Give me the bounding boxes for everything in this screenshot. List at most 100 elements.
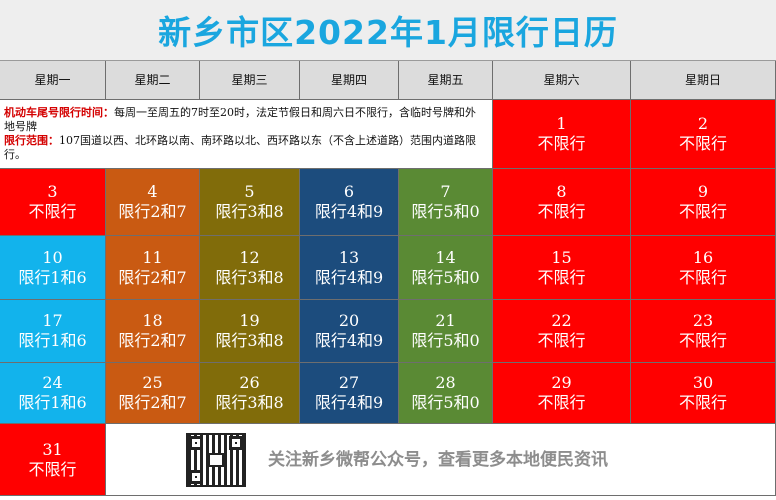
day-cell: 16 不限行 xyxy=(631,236,776,300)
day-cell: 26 限行3和8 xyxy=(200,363,300,424)
day-rule: 不限行 xyxy=(678,393,727,412)
day-rule: 限行2和7 xyxy=(118,331,187,350)
day-date: 28 xyxy=(435,373,456,392)
day-cell: 20 限行4和9 xyxy=(300,300,399,363)
day-rule: 限行4和9 xyxy=(314,202,384,221)
day-date: 15 xyxy=(551,247,572,267)
day-rule: 限行4和9 xyxy=(314,267,384,287)
day-date: 12 xyxy=(239,247,260,267)
restriction-note: 机动车尾号限行时间：每周一至周五的7时至20时，法定节假日和周六日不限行，含临时… xyxy=(0,100,493,169)
day-rule: 不限行 xyxy=(678,267,727,287)
day-date: 10 xyxy=(42,247,63,267)
qr-code-icon[interactable] xyxy=(186,432,246,487)
day-date: 16 xyxy=(692,247,714,267)
weekday-header-mon: 星期一 xyxy=(0,61,106,100)
day-rule: 不限行 xyxy=(28,459,77,479)
weekday-header-sat: 星期六 xyxy=(493,61,631,100)
day-date: 17 xyxy=(42,311,63,330)
day-cell: 27 限行4和9 xyxy=(300,363,399,424)
restriction-range-text: 107国道以西、北环路以南、南环路以北、西环路以东（不含上述道路）范围内道路限行… xyxy=(4,134,476,161)
day-date: 1 xyxy=(556,114,567,133)
day-rule: 限行3和8 xyxy=(215,393,284,412)
day-cell: 18 限行2和7 xyxy=(106,300,200,363)
calendar-grid: 星期一 星期二 星期三 星期四 星期五 星期六 星期日 机动车尾号限行时间：每周… xyxy=(0,61,776,496)
day-rule: 不限行 xyxy=(678,331,727,350)
day-cell: 1 不限行 xyxy=(493,100,631,169)
day-date: 2 xyxy=(697,114,709,133)
day-cell: 10 限行1和6 xyxy=(0,236,106,300)
day-date: 6 xyxy=(343,182,355,201)
day-date: 4 xyxy=(147,182,158,201)
day-rule: 限行1和6 xyxy=(18,331,87,350)
day-cell: 15 不限行 xyxy=(493,236,631,300)
day-cell: 30 不限行 xyxy=(631,363,776,424)
day-date: 26 xyxy=(239,373,260,392)
day-cell: 13 限行4和9 xyxy=(300,236,399,300)
day-date: 21 xyxy=(435,311,456,330)
day-date: 25 xyxy=(142,373,163,392)
day-date: 8 xyxy=(556,182,567,201)
day-rule: 限行1和6 xyxy=(18,267,87,287)
day-cell: 23 不限行 xyxy=(631,300,776,363)
day-cell: 11 限行2和7 xyxy=(106,236,200,300)
day-rule: 不限行 xyxy=(537,134,586,153)
day-cell: 19 限行3和8 xyxy=(200,300,300,363)
day-rule: 限行4和9 xyxy=(314,393,384,412)
day-date: 5 xyxy=(244,182,255,201)
weekday-header-fri: 星期五 xyxy=(399,61,493,100)
day-rule: 限行5和0 xyxy=(411,393,480,412)
day-cell: 5 限行3和8 xyxy=(200,169,300,236)
day-cell: 28 限行5和0 xyxy=(399,363,493,424)
day-cell: 9 不限行 xyxy=(631,169,776,236)
weekday-header-tue: 星期二 xyxy=(106,61,200,100)
restriction-time-text: 每周一至周五的7时至20时，法定节假日和周六日不限行，含临时号牌和外地号牌 xyxy=(4,106,476,133)
day-date: 14 xyxy=(435,247,456,267)
day-rule: 限行2和7 xyxy=(118,202,187,221)
day-rule: 限行5和0 xyxy=(411,267,480,287)
day-cell: 14 限行5和0 xyxy=(399,236,493,300)
day-date: 11 xyxy=(142,247,163,267)
day-rule: 不限行 xyxy=(678,202,727,221)
day-rule: 不限行 xyxy=(537,202,586,221)
weekday-header-sun: 星期日 xyxy=(631,61,776,100)
day-rule: 限行5和0 xyxy=(411,331,480,350)
day-rule: 限行3和8 xyxy=(215,202,284,221)
day-rule: 限行2和7 xyxy=(118,393,187,412)
day-date: 30 xyxy=(692,373,714,392)
day-rule: 限行3和8 xyxy=(215,331,284,350)
day-cell: 7 限行5和0 xyxy=(399,169,493,236)
day-rule: 限行2和7 xyxy=(118,267,187,287)
day-date: 24 xyxy=(42,373,63,392)
day-date: 13 xyxy=(338,247,360,267)
footer-text: 关注新乡微帮公众号，查看更多本地便民资讯 xyxy=(268,449,608,470)
day-rule: 限行1和6 xyxy=(18,393,87,412)
day-date: 9 xyxy=(697,182,709,201)
day-rule: 限行4和9 xyxy=(314,331,384,350)
day-rule: 不限行 xyxy=(537,331,586,350)
day-cell: 31 不限行 xyxy=(0,424,106,496)
day-date: 22 xyxy=(551,311,572,330)
day-rule: 不限行 xyxy=(678,134,727,153)
day-date: 29 xyxy=(551,373,572,392)
day-cell: 29 不限行 xyxy=(493,363,631,424)
footer-banner: 关注新乡微帮公众号，查看更多本地便民资讯 xyxy=(106,424,776,496)
day-date: 20 xyxy=(338,311,360,330)
day-rule: 限行5和0 xyxy=(411,202,480,221)
day-date: 18 xyxy=(142,311,163,330)
day-date: 7 xyxy=(440,182,451,201)
day-date: 27 xyxy=(338,373,360,392)
day-cell: 4 限行2和7 xyxy=(106,169,200,236)
day-cell: 2 不限行 xyxy=(631,100,776,169)
restriction-range-label: 限行范围： xyxy=(4,134,59,147)
day-rule: 不限行 xyxy=(537,267,586,287)
day-cell: 17 限行1和6 xyxy=(0,300,106,363)
day-date: 19 xyxy=(239,311,260,330)
day-cell: 8 不限行 xyxy=(493,169,631,236)
page-title: 新乡市区2022年1月限行日历 xyxy=(0,0,776,61)
restriction-time-label: 机动车尾号限行时间： xyxy=(4,106,114,119)
day-cell: 6 限行4和9 xyxy=(300,169,399,236)
weekday-header-wed: 星期三 xyxy=(200,61,300,100)
day-rule: 不限行 xyxy=(28,202,77,221)
day-date: 23 xyxy=(692,311,714,330)
